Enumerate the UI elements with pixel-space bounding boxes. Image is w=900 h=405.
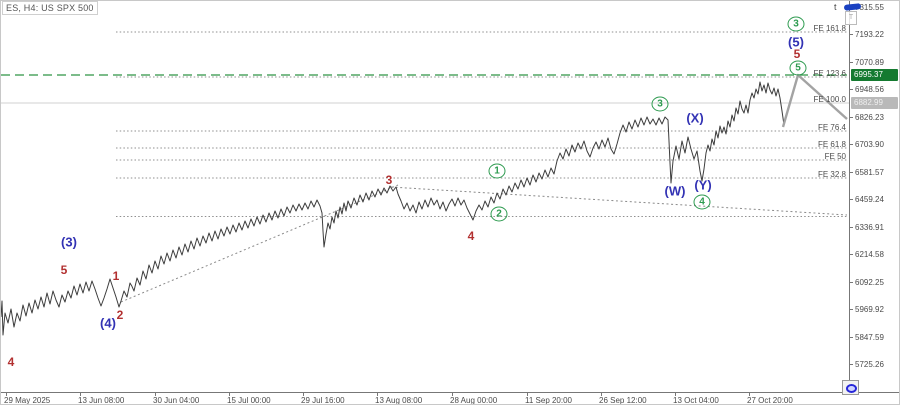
price-tick-label: 6581.57 (850, 168, 899, 177)
mouse-cursor-icon: t T (834, 1, 868, 27)
text-tool-label: t (834, 2, 837, 12)
time-tick (601, 393, 602, 396)
wave-label-green-circled[interactable]: 2 (490, 206, 508, 222)
wave-label-green-circled[interactable]: 3 (787, 16, 805, 32)
price-tick-label: 7193.22 (850, 30, 899, 39)
time-tick (527, 393, 528, 396)
wave-label-red[interactable]: 1 (112, 269, 120, 283)
time-label: 13 Oct 04:00 (673, 396, 719, 405)
time-tick (6, 393, 7, 396)
wave-label-green-circled[interactable]: 1 (488, 163, 506, 179)
time-label: 13 Jun 08:00 (78, 396, 125, 405)
pointer-icon (843, 3, 862, 11)
price-tick-label: 7070.89 (850, 58, 899, 67)
ellipse-icon (846, 384, 857, 393)
fib-level-label: FE 32.8 (817, 170, 846, 179)
price-tick-label: 6703.90 (850, 140, 899, 149)
time-tick (303, 393, 304, 396)
wave-label-red[interactable]: 5 (60, 263, 68, 277)
time-tick (749, 393, 750, 396)
chart-canvas[interactable] (1, 1, 849, 392)
wave-label-red[interactable]: 4 (467, 229, 475, 243)
wave-label-red[interactable]: 4 (7, 355, 15, 369)
time-label: 15 Jul 00:00 (227, 396, 271, 405)
price-tick-label: 6948.56 (850, 85, 899, 94)
time-label: 11 Sep 20:00 (525, 396, 573, 405)
wave-label-green-circled[interactable]: 3 (651, 96, 669, 112)
fib-level-label: FE 50 (824, 152, 846, 161)
price-tick-label: 6092.25 (850, 278, 899, 287)
time-tick (675, 393, 676, 396)
wave-label-blue[interactable]: (3) (61, 234, 77, 250)
wave-label-green-circled[interactable]: 4 (693, 194, 711, 210)
fib-level-label: FE 161.8 (813, 24, 846, 33)
wave-label-red[interactable]: 3 (385, 173, 393, 187)
fib-level-label: FE 61.8 (817, 140, 846, 149)
wave-label-blue[interactable]: (4) (100, 315, 116, 331)
chart-mode-button[interactable] (842, 380, 859, 395)
time-tick (377, 393, 378, 396)
wave-label-blue[interactable]: (5) (788, 34, 804, 50)
price-tick-label: 6459.24 (850, 195, 899, 204)
time-label: 26 Sep 12:00 (599, 396, 647, 405)
symbol-label: ES, H4: US SPX 500 (2, 1, 98, 15)
price-tick-label: 5969.92 (850, 305, 899, 314)
fib-level-label: FE 100.0 (813, 95, 846, 104)
wave-label-blue[interactable]: (X) (686, 110, 704, 126)
time-label: 27 Oct 20:00 (747, 396, 793, 405)
price-tick-label: 5847.59 (850, 333, 899, 342)
time-tick (452, 393, 453, 396)
price-tick-label: 6214.58 (850, 250, 899, 259)
price-tick-label: 6826.23 (850, 113, 899, 122)
fib-level-label: FE 123.6 (813, 69, 846, 78)
wave-label-blue[interactable]: (W) (664, 183, 686, 199)
time-tick (229, 393, 230, 396)
time-label: 29 Jul 16:00 (301, 396, 345, 405)
current-price-badge: 6995.37 (851, 69, 898, 81)
time-axis[interactable]: 29 May 2025 13 Jun 08:00 30 Jun 04:00 15 Ju… (1, 392, 899, 405)
tool-preview-box: T (845, 11, 857, 25)
secondary-price-badge: 6882.99 (851, 97, 898, 109)
price-axis[interactable]: 7315.55 7193.22 7070.89 6948.56 6826.23 6703.… (849, 1, 899, 392)
time-tick (80, 393, 81, 396)
time-label: 13 Aug 08:00 (375, 396, 423, 405)
wave-label-green-circled[interactable]: 5 (789, 60, 807, 76)
wave-label-red[interactable]: 2 (116, 308, 124, 322)
fib-level-label: FE 76.4 (817, 123, 846, 132)
price-tick-label: 5725.26 (850, 360, 899, 369)
time-label: 28 Aug 00:00 (450, 396, 498, 405)
wave-label-blue[interactable]: (Y) (694, 177, 712, 193)
time-label: 29 May 2025 (4, 396, 51, 405)
time-label: 30 Jun 04:00 (153, 396, 200, 405)
time-tick (155, 393, 156, 396)
chart-plot-area[interactable]: FE 161.8 FE 123.6 FE 100.0 FE 76.4 FE 61.8 FE… (1, 1, 849, 392)
price-tick-label: 6336.91 (850, 223, 899, 232)
price-series (1, 81, 785, 336)
wave-label-red[interactable]: 5 (793, 47, 801, 61)
